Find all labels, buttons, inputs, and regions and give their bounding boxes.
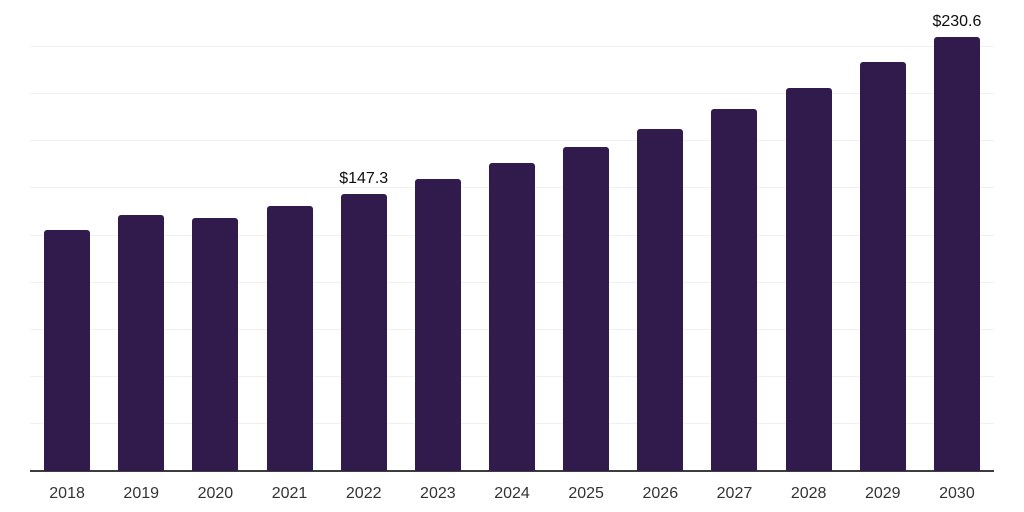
x-tick-2025: 2025 (568, 485, 604, 502)
x-tick-2019: 2019 (123, 485, 160, 502)
x-tick-2020: 2020 (197, 485, 234, 502)
bar-2019 (118, 214, 165, 471)
x-tick-2029: 2029 (864, 485, 901, 502)
gridline-200 (30, 93, 994, 95)
bar-2022 (340, 193, 387, 471)
data-label-2030: $230.6 (932, 12, 982, 30)
x-tick-2026: 2026 (642, 485, 679, 502)
bar-2024 (489, 163, 535, 471)
x-tick-2022: 2022 (345, 485, 382, 502)
x-tick-2023: 2023 (420, 485, 456, 502)
bar-2029 (859, 62, 906, 471)
gridline-175 (30, 140, 994, 142)
bar-2028 (785, 87, 832, 471)
bar-2026 (637, 128, 684, 471)
bar-2025 (563, 146, 610, 471)
x-tick-2024: 2024 (494, 485, 530, 502)
plot-area: $147.3 $230.6 (30, 0, 994, 472)
bar-2027 (711, 108, 758, 471)
bar-2020 (192, 218, 239, 471)
bar-2023 (414, 178, 461, 471)
bar-2021 (266, 205, 313, 471)
x-tick-2030: 2030 (939, 485, 975, 502)
bar-2018 (44, 230, 91, 471)
x-axis-line (30, 470, 994, 472)
x-tick-2021: 2021 (271, 485, 308, 502)
gridline-225 (30, 46, 994, 48)
data-label-2022: $147.3 (339, 169, 389, 187)
bar-2030 (933, 36, 980, 471)
x-axis-tick-labels: 2018 2019 2020 2021 2022 2023 2024 2025 2026 2027… (30, 483, 994, 505)
x-tick-2018: 2018 (49, 485, 85, 502)
x-tick-2028: 2028 (790, 485, 827, 502)
x-tick-2027: 2027 (716, 485, 753, 502)
